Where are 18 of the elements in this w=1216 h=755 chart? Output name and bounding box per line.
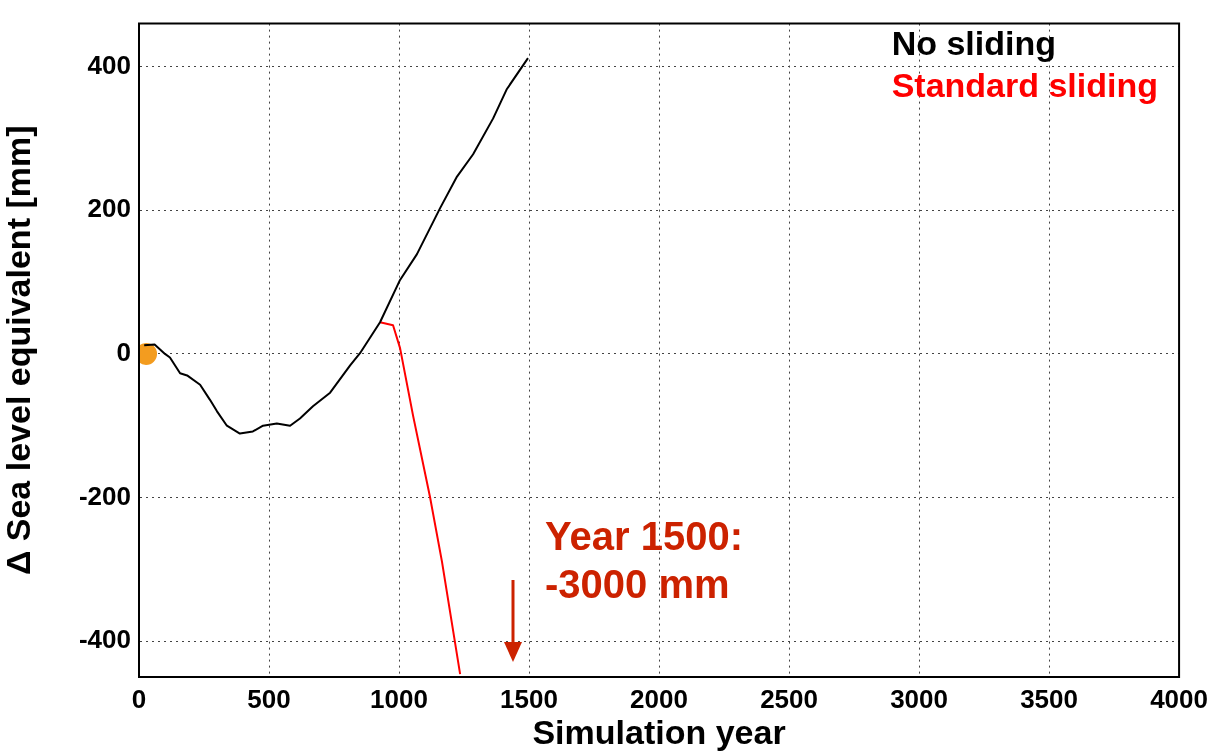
y-tick-label: 400 xyxy=(87,49,131,80)
text: Standard sliding xyxy=(891,65,1158,106)
y-tick-label: -400 xyxy=(78,624,131,655)
x-tick-label: 1500 xyxy=(500,683,558,714)
x-tick-label: 2500 xyxy=(760,683,818,714)
x-tick-label: 4000 xyxy=(1150,683,1208,714)
x-tick-label: 1000 xyxy=(370,683,428,714)
x-tick-label: 500 xyxy=(247,683,291,714)
x-tick-label: 3500 xyxy=(1020,683,1078,714)
y-tick-label: -200 xyxy=(78,480,131,511)
y-tick-label: 200 xyxy=(87,193,131,224)
y-axis-title: Δ Sea level equivalent [mm] xyxy=(0,125,37,576)
text: No sliding xyxy=(891,23,1057,64)
annotation: Year 1500: -3000 mm xyxy=(545,513,743,608)
y-tick-label: 0 xyxy=(116,337,131,368)
x-tick-label: 3000 xyxy=(890,683,948,714)
x-tick-label: 2000 xyxy=(630,683,688,714)
x-axis-title: Simulation year xyxy=(532,712,786,751)
